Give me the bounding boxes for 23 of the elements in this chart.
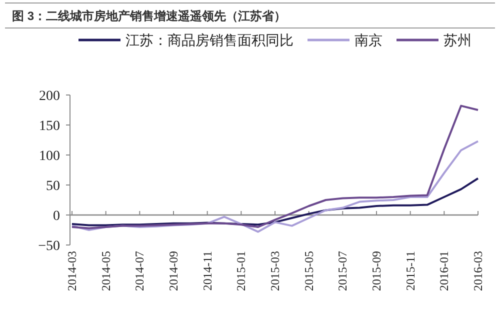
y-tick-label: 200 — [39, 89, 60, 104]
y-tick-label: 100 — [39, 149, 60, 164]
x-tick-label: 2016-01 — [437, 251, 452, 291]
y-tick-label: 0 — [53, 209, 60, 224]
x-tick-label: 2014-11 — [200, 251, 214, 291]
legend-label: 苏州 — [444, 32, 472, 48]
legend-label: 江苏：商品房销售面积同比 — [126, 32, 294, 48]
x-tick-label: 2014-07 — [132, 251, 147, 291]
x-tick-label: 2015-05 — [302, 251, 316, 291]
x-tick-label: 2016-03 — [471, 251, 485, 291]
y-tick-label: −50 — [38, 239, 60, 254]
legend-label: 南京 — [354, 32, 382, 48]
chart-title: 图 3：二线城市房地产销售增速遥遥领先（江苏省） — [12, 9, 286, 23]
y-tick-label: 150 — [39, 119, 60, 134]
x-tick-label: 2015-01 — [234, 251, 248, 291]
x-tick-label: 2014-03 — [65, 251, 79, 291]
x-tick-label: 2014-05 — [98, 251, 113, 291]
y-tick-label: 50 — [46, 179, 60, 194]
x-tick-label: 2014-09 — [166, 251, 180, 291]
x-tick-label: 2015-11 — [403, 251, 418, 291]
x-tick-label: 2015-07 — [336, 251, 350, 291]
x-tick-label: 2015-09 — [370, 251, 384, 291]
x-tick-label: 2015-03 — [268, 251, 282, 291]
